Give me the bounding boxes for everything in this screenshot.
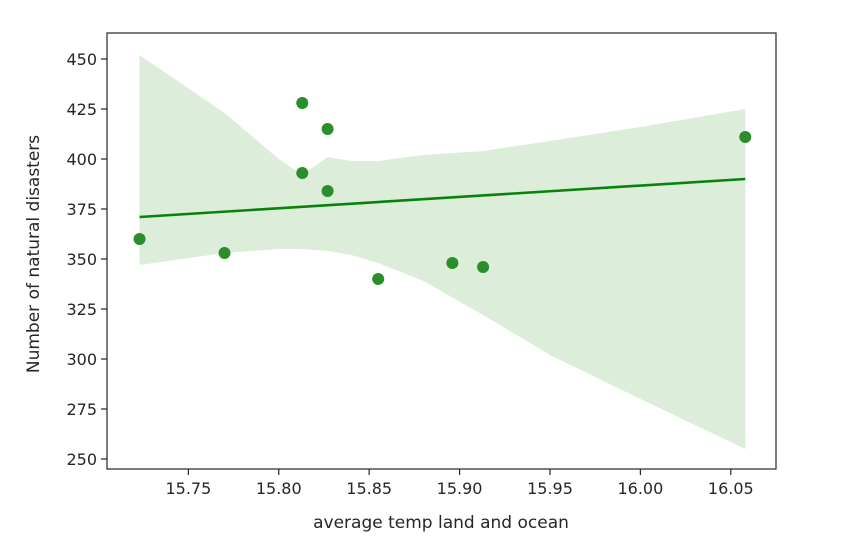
y-tick-label: 350 xyxy=(66,250,97,269)
points-layer xyxy=(133,97,752,285)
y-axis: 250 275 300 325 350 375 400 425 450 xyxy=(66,50,107,469)
regression-line xyxy=(139,177,746,219)
data-point xyxy=(372,273,385,285)
y-tick-label: 325 xyxy=(66,300,97,319)
data-point xyxy=(296,97,309,109)
data-point xyxy=(133,233,146,245)
confidence-band xyxy=(139,55,746,449)
x-tick-label: 16.05 xyxy=(708,479,754,498)
data-point xyxy=(296,167,309,179)
x-axis-label: average temp land and ocean xyxy=(313,513,569,533)
y-tick-label: 375 xyxy=(66,200,97,219)
data-point xyxy=(218,247,231,259)
x-tick-label: 15.75 xyxy=(165,479,211,498)
data-point xyxy=(477,261,490,273)
y-tick-label: 275 xyxy=(66,400,97,419)
y-tick-label: 300 xyxy=(66,350,97,369)
plot-frame xyxy=(106,32,777,470)
regression-line-layer xyxy=(139,177,746,219)
y-tick-label: 450 xyxy=(66,50,97,69)
x-tick-label: 15.90 xyxy=(437,479,483,498)
x-tick-label: 15.80 xyxy=(256,479,302,498)
data-point xyxy=(446,257,459,269)
y-tick-label: 425 xyxy=(66,100,97,119)
y-tick-label: 250 xyxy=(66,450,97,469)
confidence-band-layer xyxy=(139,55,746,449)
data-point xyxy=(321,185,334,197)
x-tick-label: 16.00 xyxy=(617,479,663,498)
y-axis-label: Number of natural disasters xyxy=(24,135,44,373)
x-tick-label: 15.95 xyxy=(527,479,573,498)
x-tick-label: 15.85 xyxy=(346,479,392,498)
data-point xyxy=(739,131,752,143)
y-tick-label: 400 xyxy=(66,150,97,169)
x-axis: 15.75 15.80 15.85 15.90 15.95 16.00 16.05 xyxy=(165,469,754,498)
data-point xyxy=(321,123,334,135)
